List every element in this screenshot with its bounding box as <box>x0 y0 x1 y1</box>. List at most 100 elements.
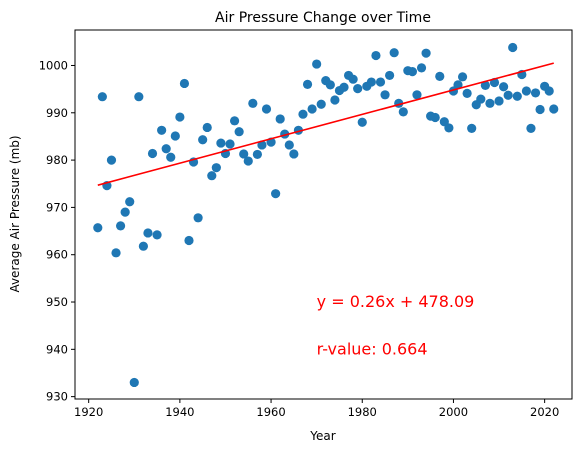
y-axis: 930 940 950 960 970 980 990 1000 <box>39 58 75 404</box>
x-axis-label: Year <box>309 429 335 443</box>
y-tick-label-5: 980 <box>46 153 68 167</box>
data-point-75 <box>435 71 445 81</box>
data-point-69 <box>407 67 418 77</box>
data-point-60 <box>366 77 376 87</box>
y-axis-label: Average Air Pressure (mb) <box>8 135 22 292</box>
data-point-5 <box>115 221 126 231</box>
data-point-85 <box>480 80 490 90</box>
data-point-90 <box>503 90 513 100</box>
chart-title: Air Pressure Change over Time <box>215 10 431 26</box>
x-tick-label-3: 1980 <box>348 405 377 419</box>
x-tick-label-0: 1920 <box>74 405 103 419</box>
data-point-82 <box>467 123 477 133</box>
data-point-48 <box>312 59 322 69</box>
data-point-37 <box>261 104 272 114</box>
data-point-56 <box>348 74 358 84</box>
data-point-51 <box>325 80 335 90</box>
data-point-29 <box>225 139 235 149</box>
data-point-46 <box>302 79 313 90</box>
data-point-24 <box>202 122 212 133</box>
x-axis: 1920 1940 1960 1980 2000 2020 <box>74 399 559 419</box>
data-point-27 <box>216 138 226 148</box>
data-point-71 <box>416 63 427 73</box>
data-point-30 <box>229 116 240 126</box>
data-point-99 <box>544 86 554 96</box>
data-point-54 <box>339 82 349 92</box>
data-point-72 <box>421 48 431 58</box>
data-point-92 <box>512 91 522 101</box>
data-point-42 <box>284 140 294 150</box>
data-point-11 <box>143 228 153 238</box>
data-point-14 <box>157 125 167 135</box>
data-point-23 <box>198 135 208 145</box>
y-tick-label-6: 990 <box>46 106 68 120</box>
x-tick-label-1: 1940 <box>165 405 194 419</box>
data-point-6 <box>120 207 130 217</box>
data-point-91 <box>508 42 518 53</box>
x-tick-label-5: 2020 <box>530 405 559 419</box>
annotation-1: r-value: 0.664 <box>317 339 428 358</box>
data-point-17 <box>170 131 180 141</box>
data-point-81 <box>462 88 472 98</box>
x-tick-label-4: 2000 <box>439 405 468 419</box>
data-point-31 <box>234 127 244 137</box>
data-point-25 <box>207 171 217 181</box>
data-point-33 <box>243 156 253 166</box>
data-point-58 <box>357 117 367 127</box>
data-point-9 <box>134 92 144 102</box>
plot-frame <box>74 29 573 400</box>
data-point-12 <box>147 148 158 159</box>
data-point-62 <box>375 77 386 87</box>
data-point-74 <box>430 112 440 123</box>
data-point-86 <box>485 98 495 108</box>
annotations: y = 0.26x + 478.09 r-value: 0.664 <box>317 292 475 358</box>
data-point-97 <box>535 104 545 115</box>
data-point-96 <box>530 88 541 98</box>
data-point-80 <box>457 72 468 82</box>
data-point-34 <box>248 98 258 108</box>
y-tick-label-7: 1000 <box>39 58 68 72</box>
y-tick-label-4: 970 <box>46 200 68 214</box>
data-point-19 <box>179 78 190 89</box>
data-point-8 <box>129 377 139 388</box>
y-tick-label-2: 950 <box>46 295 68 309</box>
data-point-47 <box>307 104 317 114</box>
data-point-0 <box>93 223 103 233</box>
data-point-70 <box>412 90 422 100</box>
data-point-16 <box>166 152 176 162</box>
data-point-10 <box>138 241 148 251</box>
data-point-20 <box>184 235 194 246</box>
data-point-3 <box>106 155 117 165</box>
data-point-26 <box>211 163 221 173</box>
data-point-7 <box>125 197 135 207</box>
data-point-94 <box>521 86 532 96</box>
data-point-45 <box>298 109 308 119</box>
regression-line <box>97 62 554 186</box>
data-point-35 <box>252 149 262 160</box>
data-point-64 <box>385 70 395 81</box>
plot-area: 1920 1940 1960 1980 2000 2020 930 940 950 960 970… <box>39 29 573 419</box>
data-point-15 <box>161 144 171 154</box>
x-tick-label-2: 1960 <box>256 405 285 419</box>
y-tick-label-0: 930 <box>46 390 68 404</box>
data-point-57 <box>353 84 363 94</box>
data-point-65 <box>389 48 399 58</box>
data-point-39 <box>271 189 281 199</box>
data-point-13 <box>152 230 162 240</box>
data-point-61 <box>371 50 381 61</box>
y-tick-label-1: 940 <box>46 342 68 356</box>
data-point-40 <box>275 114 285 124</box>
data-point-100 <box>549 104 559 114</box>
data-point-43 <box>289 149 299 159</box>
data-point-4 <box>111 248 121 258</box>
data-point-22 <box>193 213 203 223</box>
data-point-52 <box>330 95 340 105</box>
y-tick-label-3: 960 <box>46 248 68 262</box>
data-point-95 <box>526 123 536 133</box>
data-point-67 <box>398 107 408 117</box>
data-point-32 <box>239 149 249 159</box>
data-point-1 <box>97 92 107 102</box>
annotation-0: y = 0.26x + 478.09 <box>317 292 475 311</box>
